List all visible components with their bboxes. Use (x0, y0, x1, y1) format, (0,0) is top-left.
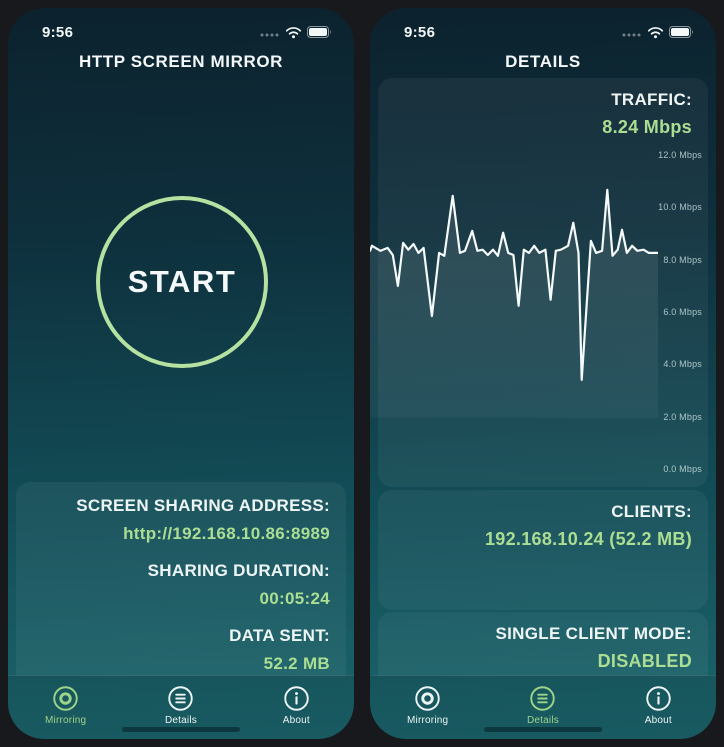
battery-icon (669, 26, 693, 38)
data-sent-value: 52.2 MB (263, 654, 330, 673)
tab-label: Mirroring (45, 715, 87, 726)
y-axis-tick-label: 12.0 Mbps (658, 149, 702, 160)
single-client-mode-label: SINGLE CLIENT MODE: (495, 624, 692, 643)
traffic-chart-svg (370, 188, 658, 418)
clients-label: CLIENTS: (611, 502, 692, 521)
home-indicator[interactable] (484, 727, 602, 732)
traffic-label: TRAFFIC: (611, 90, 692, 109)
page-title: HTTP SCREEN MIRROR (78, 52, 284, 71)
wifi-icon (647, 26, 664, 38)
tab-label: Details (527, 715, 559, 726)
y-axis-tick-label: 4.0 Mbps (663, 359, 702, 370)
info-circle-icon (284, 686, 309, 711)
tab-label: About (644, 715, 672, 726)
status-time: 9:56 (42, 23, 74, 41)
traffic-card: TRAFFIC: 8.24 Mbps 12.0 Mbps 10.0 Mbps 8.0… (370, 78, 708, 487)
chart-line (370, 188, 658, 381)
start-button[interactable]: START (96, 196, 268, 368)
status-bar: 9:56 (370, 8, 716, 46)
y-axis-tick-label: 6.0 Mbps (663, 306, 702, 317)
page-title: DETAILS (505, 52, 581, 71)
tab-details[interactable]: Details (485, 676, 600, 739)
status-bar: 9:56 (8, 8, 354, 46)
tab-label: About (282, 715, 310, 726)
info-row: SCREEN SHARING ADDRESS: http://192.168.1… (32, 496, 330, 544)
tab-details[interactable]: Details (123, 676, 238, 739)
data-sent-label: DATA SENT: (229, 626, 330, 645)
y-axis-tick-label: 0.0 Mbps (663, 464, 702, 474)
list-circle-icon (168, 686, 194, 711)
home-indicator[interactable] (122, 727, 240, 732)
record-circle-icon (53, 686, 78, 711)
sharing-info-card: SCREEN SHARING ADDRESS: http://192.168.1… (16, 482, 346, 676)
y-axis-tick-label: 10.0 Mbps (658, 202, 702, 213)
cellular-signal-icon (622, 33, 641, 37)
single-client-mode-card: SINGLE CLIENT MODE: DISABLED (378, 612, 708, 676)
y-axis-labels: 12.0 Mbps 10.0 Mbps 8.0 Mbps 6.0 Mbps 4.0 Mb… (654, 140, 702, 474)
status-icons (622, 26, 694, 39)
y-axis-tick-label: 8.0 Mbps (663, 254, 702, 265)
sharing-address-value[interactable]: http://192.168.10.86:8989 (123, 524, 330, 543)
start-button-label: START (127, 264, 237, 299)
single-client-mode-value[interactable]: DISABLED (597, 651, 692, 671)
clients-card: CLIENTS: 192.168.10.24 (52.2 MB) (378, 490, 708, 610)
status-icons (260, 26, 332, 39)
traffic-chart (370, 140, 658, 470)
list-circle-icon (530, 686, 556, 711)
chart-area-fill (370, 189, 658, 418)
wifi-icon (285, 26, 302, 38)
sharing-duration-value: 00:05:24 (259, 589, 330, 608)
tab-label: Mirroring (407, 715, 449, 726)
clients-value: 192.168.10.24 (52.2 MB) (484, 529, 692, 549)
y-axis-tick-label: 2.0 Mbps (663, 411, 702, 422)
tab-about[interactable]: About (601, 676, 716, 739)
battery-icon (307, 26, 331, 38)
tab-about[interactable]: About (239, 676, 354, 739)
sharing-duration-label: SHARING DURATION: (147, 561, 330, 580)
info-circle-icon (646, 686, 671, 711)
sharing-address-label: SCREEN SHARING ADDRESS: (76, 496, 330, 515)
info-row: DATA SENT: 52.2 MB (32, 626, 330, 674)
cellular-signal-icon (260, 33, 279, 37)
details-screen: 9:56 (370, 8, 716, 739)
status-time: 9:56 (404, 23, 436, 41)
record-circle-icon (415, 686, 440, 711)
mirroring-screen: 9:56 (8, 8, 354, 739)
traffic-value: 8.24 Mbps (602, 117, 692, 137)
tab-label: Details (165, 715, 197, 726)
info-row: SHARING DURATION: 00:05:24 (32, 561, 330, 609)
tab-mirroring[interactable]: Mirroring (370, 676, 485, 739)
tab-mirroring[interactable]: Mirroring (8, 676, 123, 739)
